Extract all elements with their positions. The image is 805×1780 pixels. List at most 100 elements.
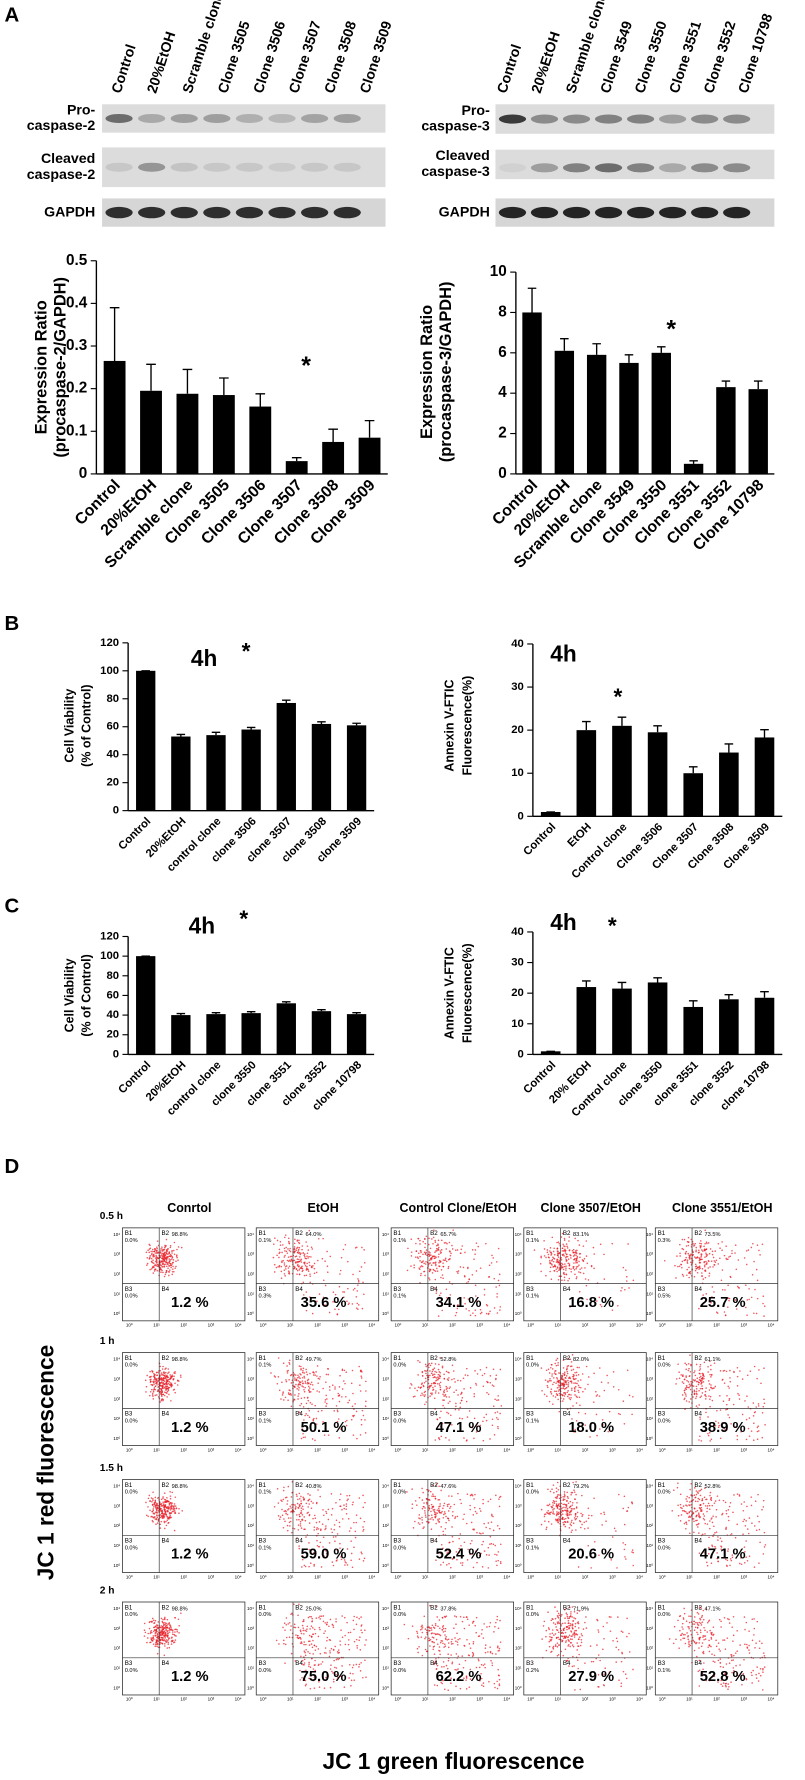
event-dot [422, 1522, 424, 1524]
event-dot [576, 1372, 578, 1374]
quadrant-value: 0.0% [125, 1545, 138, 1551]
event-dot [438, 1249, 440, 1251]
event-dot [688, 1370, 690, 1372]
event-dot [437, 1379, 439, 1381]
event-dot [566, 1492, 568, 1494]
annotation: * [239, 906, 248, 932]
event-dot [677, 1487, 679, 1489]
blot-band [723, 207, 750, 218]
quadrant-label: B3 [125, 1538, 133, 1545]
event-dot [475, 1315, 477, 1317]
event-dot [167, 1619, 169, 1621]
y-tick-label: 40 [106, 1009, 119, 1021]
blot-band [268, 163, 295, 172]
event-dot [311, 1616, 313, 1618]
event-dot [565, 1377, 567, 1379]
event-dot [690, 1271, 692, 1273]
event-dot [157, 1266, 159, 1268]
event-dot [737, 1286, 739, 1288]
y-tick-label: 10³ [247, 1503, 254, 1508]
event-dot [363, 1415, 365, 1417]
event-dot [717, 1263, 719, 1265]
event-dot [339, 1401, 341, 1403]
event-dot [545, 1528, 547, 1530]
event-dot [737, 1367, 739, 1369]
event-dot [492, 1418, 494, 1420]
event-dot [726, 1565, 728, 1567]
event-dot [152, 1491, 154, 1493]
event-dot [729, 1370, 731, 1372]
event-dot [307, 1252, 309, 1254]
event-dot [439, 1266, 441, 1268]
event-dot [709, 1440, 711, 1442]
event-dot [576, 1252, 578, 1254]
event-dot [298, 1545, 300, 1547]
event-dot [701, 1253, 703, 1255]
event-dot [553, 1251, 555, 1253]
event-dot [702, 1278, 704, 1280]
y-tick-label: 0 [517, 1048, 523, 1060]
event-dot [678, 1371, 680, 1373]
blot-band [203, 207, 230, 218]
event-dot [160, 1521, 162, 1523]
event-dot [728, 1387, 730, 1389]
event-dot [287, 1370, 289, 1372]
event-dot [719, 1257, 721, 1259]
event-dot [309, 1275, 311, 1277]
event-dot [309, 1522, 311, 1524]
event-dot [577, 1390, 579, 1392]
event-dot [556, 1498, 558, 1500]
event-dot [587, 1262, 589, 1264]
event-dot [586, 1255, 588, 1257]
event-dot [565, 1267, 567, 1269]
event-dot [552, 1395, 554, 1397]
quadrant-value: 64.0% [305, 1232, 321, 1238]
event-dot [337, 1533, 339, 1535]
event-dot [159, 1366, 161, 1368]
x-tick-label: EtOH [565, 821, 594, 850]
event-dot [337, 1314, 339, 1316]
event-dot [758, 1369, 760, 1371]
event-dot [757, 1515, 759, 1517]
event-dot [554, 1254, 556, 1256]
event-dot [716, 1311, 718, 1313]
event-dot [314, 1526, 316, 1528]
x-tick-label: 10³ [740, 1574, 747, 1579]
event-dot [305, 1382, 307, 1384]
event-dot [446, 1371, 448, 1373]
event-dot [152, 1504, 154, 1506]
event-dot [164, 1654, 166, 1656]
event-dot [499, 1506, 501, 1508]
event-dot [303, 1281, 305, 1283]
x-tick-label: 10¹ [153, 1447, 160, 1452]
x-tick-label: 10⁰ [126, 1697, 133, 1702]
quadrant-value: 52.8% [705, 1484, 721, 1490]
event-dot [572, 1266, 574, 1268]
event-dot [569, 1511, 571, 1513]
event-dot [570, 1399, 572, 1401]
event-dot [557, 1496, 559, 1498]
event-dot [362, 1410, 364, 1412]
event-dot [686, 1400, 688, 1402]
event-dot [692, 1243, 694, 1245]
event-dot [549, 1503, 551, 1505]
event-dot [286, 1503, 288, 1505]
event-dot [455, 1516, 457, 1518]
event-dot [324, 1652, 326, 1654]
event-dot [425, 1380, 427, 1382]
event-dot [564, 1499, 566, 1501]
event-dot [544, 1394, 546, 1396]
event-dot [299, 1498, 301, 1500]
event-dot [291, 1406, 293, 1408]
event-dot [714, 1502, 716, 1504]
event-dot [626, 1276, 628, 1278]
event-dot [154, 1252, 156, 1254]
event-dot [351, 1383, 353, 1385]
x-tick-label: 10² [449, 1574, 456, 1579]
event-dot [161, 1505, 163, 1507]
event-dot [155, 1629, 157, 1631]
x-tick-label: 10⁴ [368, 1323, 375, 1328]
event-dot [576, 1375, 578, 1377]
event-dot [299, 1247, 301, 1249]
event-dot [753, 1439, 755, 1441]
